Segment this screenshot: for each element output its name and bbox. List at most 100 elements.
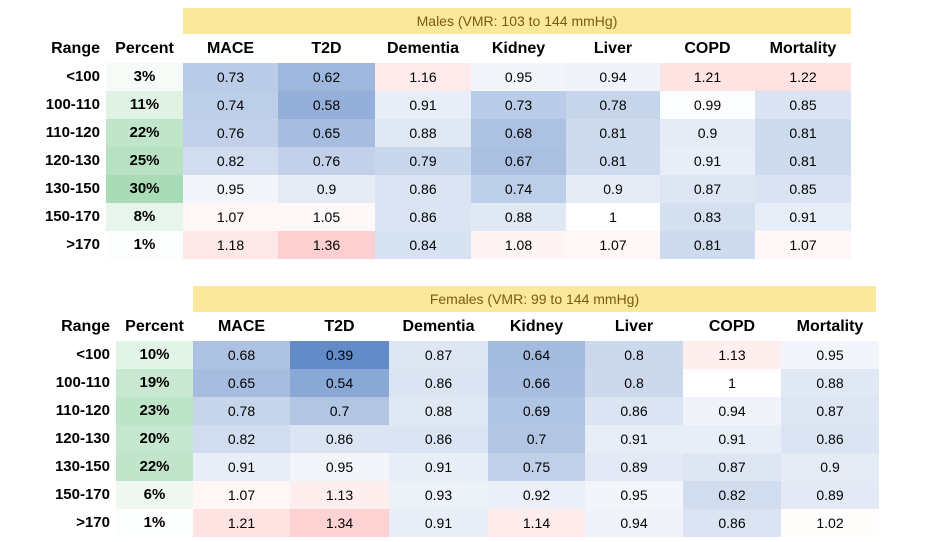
- heatmap-cell: 0.74: [471, 175, 566, 203]
- heatmap-cell: 0.87: [389, 341, 488, 369]
- percent-cell: 23%: [116, 397, 193, 425]
- column-header: Liver: [614, 318, 654, 335]
- heatmap-cell: 0.76: [278, 147, 375, 175]
- heatmap-cell: 0.89: [585, 453, 683, 481]
- percent-cell: 25%: [106, 147, 183, 175]
- heatmap-cell: 0.65: [193, 369, 290, 397]
- range-label: 130-150: [44, 180, 100, 197]
- heatmap-cell: 1: [683, 369, 781, 397]
- heatmap-cell: 0.85: [755, 175, 851, 203]
- column-header: Mortality: [796, 318, 864, 335]
- heatmap-cell: 0.69: [488, 397, 585, 425]
- heatmap-cell: 0.91: [193, 453, 290, 481]
- heatmap-cell: 1: [566, 203, 660, 231]
- column-header: MACE: [206, 40, 255, 57]
- percent-cell: 1%: [116, 509, 193, 537]
- heatmap-cell: 1.22: [755, 63, 851, 91]
- heatmap-cell: 0.91: [389, 453, 488, 481]
- range-label: <100: [76, 346, 110, 363]
- heatmap-cell: 0.84: [375, 231, 471, 259]
- column-header: Dementia: [386, 40, 460, 57]
- heatmap-cell: 0.86: [389, 369, 488, 397]
- heatmap-cell: 0.65: [278, 119, 375, 147]
- heatmap-cell: 0.81: [755, 147, 851, 175]
- heatmap-cell: 0.86: [375, 175, 471, 203]
- heatmap-cell: 0.8: [585, 369, 683, 397]
- heatmap-cell: 0.81: [566, 147, 660, 175]
- heatmap-cell: 1.07: [183, 203, 278, 231]
- column-header: COPD: [708, 318, 756, 335]
- heatmap-cell: 0.87: [781, 397, 879, 425]
- heatmap-cell: 0.86: [585, 397, 683, 425]
- heatmap-cell: 0.7: [488, 425, 585, 453]
- heatmap-cell: 0.82: [683, 481, 781, 509]
- percent-header: Percent: [125, 318, 184, 335]
- range-label: 110-120: [55, 402, 110, 419]
- heatmap-cell: 0.62: [278, 63, 375, 91]
- heatmap-cell: 0.89: [781, 481, 879, 509]
- range-label: 150-170: [54, 486, 110, 503]
- heatmap-cell: 0.91: [375, 91, 471, 119]
- heatmap-cell: 0.68: [193, 341, 290, 369]
- percent-cell: 6%: [116, 481, 193, 509]
- heatmap-cell: 0.82: [193, 425, 290, 453]
- heatmap-cell: 0.95: [290, 453, 389, 481]
- heatmap-cell: 0.91: [755, 203, 851, 231]
- heatmap-cell: 0.78: [566, 91, 660, 119]
- heatmap-cell: 0.81: [566, 119, 660, 147]
- percent-cell: 8%: [106, 203, 183, 231]
- heatmap-cell: 1.21: [660, 63, 755, 91]
- heatmap-cell: 0.9: [781, 453, 879, 481]
- column-header: T2D: [311, 40, 342, 57]
- heatmap-cell: 1.07: [755, 231, 851, 259]
- heatmap-cell: 0.86: [781, 425, 879, 453]
- range-label: 120-130: [54, 430, 110, 447]
- range-label: 150-170: [44, 208, 100, 225]
- heatmap-cell: 0.82: [183, 147, 278, 175]
- heatmap-cell: 0.54: [290, 369, 389, 397]
- heatmap-cell: 0.99: [660, 91, 755, 119]
- heatmap-cell: 0.39: [290, 341, 389, 369]
- heatmap-cell: 0.91: [683, 425, 781, 453]
- column-header: Kidney: [491, 40, 546, 57]
- heatmap-cell: 1.07: [566, 231, 660, 259]
- percent-cell: 3%: [106, 63, 183, 91]
- heatmap-cell: 0.95: [585, 481, 683, 509]
- heatmap-cell: 0.95: [471, 63, 566, 91]
- percent-cell: 30%: [106, 175, 183, 203]
- heatmap-cell: 0.76: [183, 119, 278, 147]
- heatmap-cell: 0.94: [585, 509, 683, 537]
- heatmap-cell: 1.18: [183, 231, 278, 259]
- heatmap-cell: 0.73: [183, 63, 278, 91]
- range-label: 120-130: [44, 152, 100, 169]
- heatmap-cell: 0.81: [660, 231, 755, 259]
- heatmap-cell: 0.86: [375, 203, 471, 231]
- column-header: Kidney: [509, 318, 564, 335]
- heatmap-cell: 0.92: [488, 481, 585, 509]
- column-header: MACE: [217, 318, 266, 335]
- heatmap-cell: 0.93: [389, 481, 488, 509]
- heatmap-cell: 0.66: [488, 369, 585, 397]
- heatmap-cell: 0.88: [389, 397, 488, 425]
- range-label: 130-150: [54, 458, 110, 475]
- heatmap-cell: 0.67: [471, 147, 566, 175]
- heatmap-cell: 0.88: [781, 369, 879, 397]
- heatmap-cell: 0.86: [389, 425, 488, 453]
- heatmap-cell: 1.16: [375, 63, 471, 91]
- range-label: 110-120: [45, 124, 100, 141]
- heatmap-cell: 0.94: [566, 63, 660, 91]
- percent-header: Percent: [115, 40, 174, 57]
- heatmap-cell: 0.88: [375, 119, 471, 147]
- heatmap-cell: 0.64: [488, 341, 585, 369]
- heatmap-cell: 1.36: [278, 231, 375, 259]
- percent-cell: 20%: [116, 425, 193, 453]
- percent-cell: 11%: [106, 91, 183, 119]
- heatmap-cell: 0.75: [488, 453, 585, 481]
- table-title-banner: Females (VMR: 99 to 144 mmHg): [193, 286, 876, 312]
- heatmap-cell: 0.78: [193, 397, 290, 425]
- heatmap-cell: 1.14: [488, 509, 585, 537]
- column-header: Liver: [593, 40, 633, 57]
- heatmap-cell: 0.83: [660, 203, 755, 231]
- heatmap-cell: 1.13: [683, 341, 781, 369]
- percent-cell: 19%: [116, 369, 193, 397]
